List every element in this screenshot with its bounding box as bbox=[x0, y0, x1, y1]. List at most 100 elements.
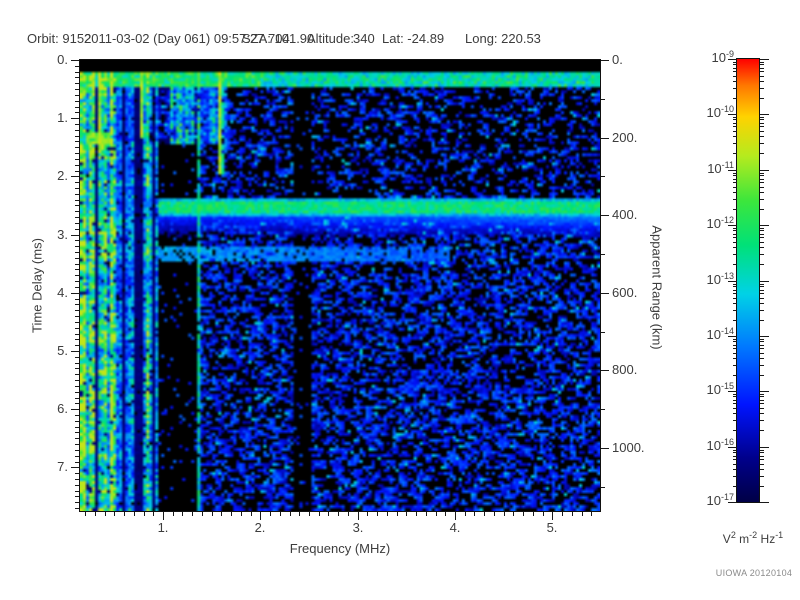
tick-mark bbox=[270, 512, 271, 516]
tick-mark bbox=[601, 332, 605, 333]
header-item: Long: 220.53 bbox=[465, 31, 541, 46]
tick-mark bbox=[75, 171, 79, 172]
tick-mark bbox=[504, 512, 505, 516]
tick-mark bbox=[75, 485, 79, 486]
tick-label: 600. bbox=[612, 285, 638, 300]
tick-mark bbox=[75, 432, 79, 433]
tick-mark bbox=[280, 512, 281, 516]
tick-mark bbox=[760, 182, 764, 183]
tick-mark bbox=[760, 400, 764, 401]
tick-mark bbox=[760, 403, 764, 404]
tick-mark bbox=[733, 290, 737, 291]
tick-mark bbox=[760, 348, 764, 349]
tick-mark bbox=[760, 98, 764, 99]
tick-mark bbox=[523, 512, 524, 516]
tick-mark bbox=[760, 179, 764, 180]
tick-mark bbox=[75, 438, 79, 439]
colorbar-unit-label: V2 m-2 Hz-1 bbox=[722, 530, 784, 546]
tick-mark bbox=[75, 386, 79, 387]
tick-mark bbox=[733, 81, 737, 82]
tick-mark bbox=[290, 512, 291, 516]
tick-mark bbox=[192, 512, 193, 516]
tick-mark bbox=[348, 512, 349, 516]
tick-mark bbox=[733, 209, 737, 210]
tick-mark bbox=[601, 215, 609, 216]
tick-mark bbox=[71, 60, 79, 61]
tick-mark bbox=[445, 512, 446, 516]
tick-mark bbox=[75, 229, 79, 230]
tick-mark bbox=[728, 447, 737, 448]
tick-mark bbox=[760, 88, 764, 89]
tick-mark bbox=[75, 339, 79, 340]
tick-mark bbox=[75, 427, 79, 428]
tick-mark bbox=[760, 153, 764, 154]
tick-mark bbox=[733, 408, 737, 409]
tick-mark bbox=[601, 370, 609, 371]
tick-label: 1000. bbox=[612, 440, 645, 455]
tick-mark bbox=[105, 512, 106, 516]
tick-mark bbox=[75, 223, 79, 224]
tick-mark bbox=[733, 119, 737, 120]
tick-mark bbox=[75, 502, 79, 503]
tick-mark bbox=[75, 491, 79, 492]
tick-mark bbox=[733, 456, 737, 457]
tick-mark bbox=[733, 68, 737, 69]
tick-mark bbox=[733, 187, 737, 188]
tick-mark bbox=[75, 380, 79, 381]
tick-mark bbox=[75, 392, 79, 393]
tick-mark bbox=[760, 230, 764, 231]
tick-mark bbox=[182, 512, 183, 516]
tick-mark bbox=[75, 211, 79, 212]
tick-mark bbox=[601, 487, 605, 488]
tick-mark bbox=[75, 415, 79, 416]
tick-mark bbox=[75, 334, 79, 335]
tick-mark bbox=[163, 512, 164, 520]
tick-mark bbox=[760, 336, 769, 337]
tick-mark bbox=[406, 512, 407, 516]
tick-mark bbox=[474, 512, 475, 516]
tick-mark bbox=[75, 89, 79, 90]
tick-mark bbox=[733, 394, 737, 395]
tick-mark bbox=[760, 237, 764, 238]
tick-mark bbox=[75, 310, 79, 311]
tick-mark bbox=[760, 117, 764, 118]
tick-mark bbox=[760, 469, 764, 470]
tick-mark bbox=[760, 136, 764, 137]
tick-mark bbox=[760, 502, 769, 503]
tick-mark bbox=[75, 217, 79, 218]
tick-mark bbox=[760, 254, 764, 255]
tick-mark bbox=[760, 114, 769, 115]
tick-mark bbox=[733, 123, 737, 124]
tick-mark bbox=[733, 199, 737, 200]
tick-mark bbox=[601, 60, 609, 61]
tick-mark bbox=[733, 131, 737, 132]
tick-mark bbox=[733, 293, 737, 294]
tick-mark bbox=[728, 391, 737, 392]
tick-mark bbox=[733, 420, 737, 421]
tick-mark bbox=[299, 512, 300, 516]
tick-mark bbox=[75, 304, 79, 305]
tick-mark bbox=[760, 192, 764, 193]
tick-mark bbox=[75, 77, 79, 78]
tick-mark bbox=[75, 287, 79, 288]
tick-mark bbox=[733, 430, 737, 431]
tick-mark bbox=[95, 512, 96, 516]
tick-label: 4. bbox=[57, 285, 68, 300]
colorbar-tick-label: 10-14 bbox=[706, 326, 734, 342]
tick-mark bbox=[601, 254, 605, 255]
tick-mark bbox=[75, 246, 79, 247]
tick-mark bbox=[760, 341, 764, 342]
tick-mark bbox=[733, 62, 737, 63]
tick-mark bbox=[760, 228, 764, 229]
tick-mark bbox=[760, 68, 764, 69]
tick-mark bbox=[75, 72, 79, 73]
tick-mark bbox=[221, 512, 222, 516]
tick-mark bbox=[153, 512, 154, 516]
tick-mark bbox=[202, 512, 203, 516]
tick-mark bbox=[733, 192, 737, 193]
tick-mark bbox=[358, 512, 359, 520]
tick-mark bbox=[733, 230, 737, 231]
tick-mark bbox=[760, 290, 764, 291]
tick-mark bbox=[75, 130, 79, 131]
